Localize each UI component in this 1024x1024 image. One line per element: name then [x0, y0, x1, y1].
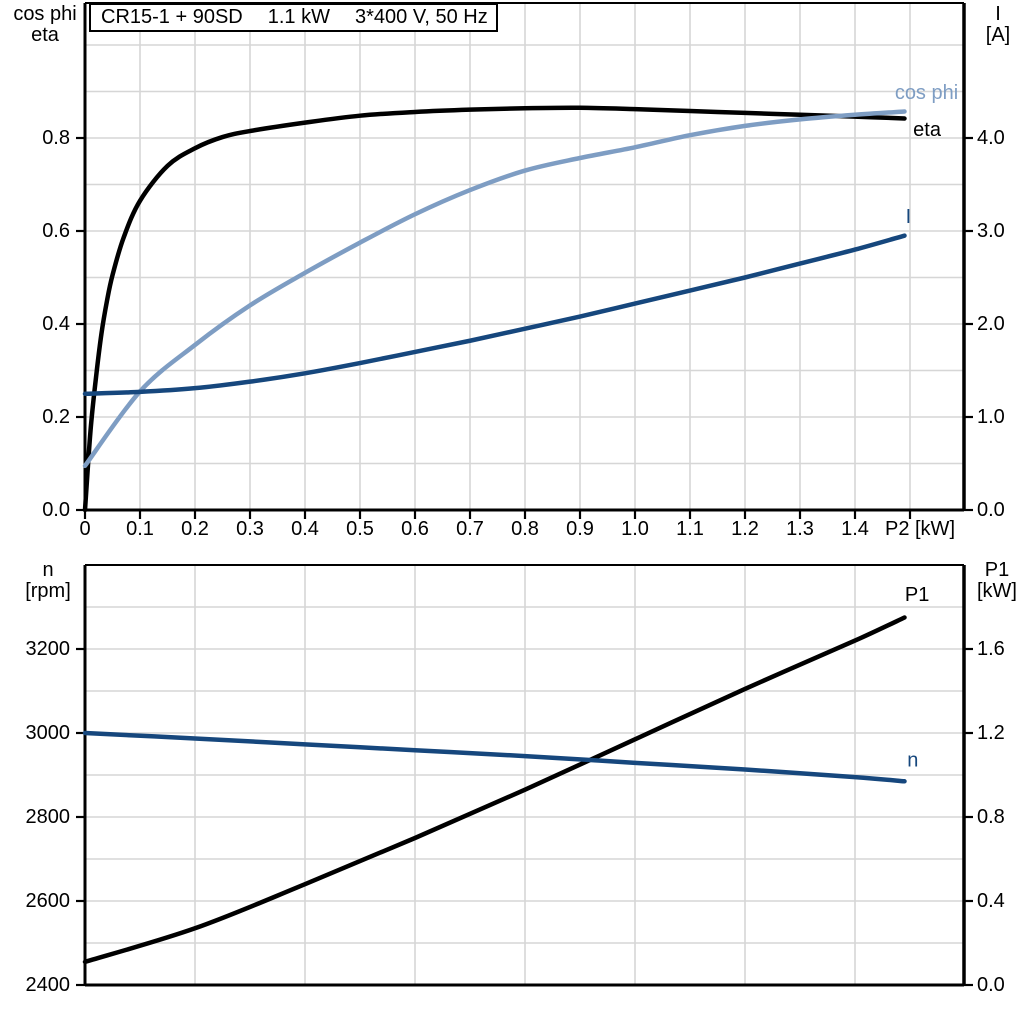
x-axis-tick-label: 1.1 [676, 518, 704, 540]
speed-and-input-power-curves-group: 2400 2600 2800 3000 3200 0.0 0.4 0.8 1.2 1.6 P1 n [26, 564, 1005, 996]
right-axis-tick-label: 1.6 [977, 638, 1005, 660]
right-axis-tick-label: 1.0 [977, 406, 1005, 428]
eta-curve-label: eta [913, 119, 942, 141]
top-right-axis-header: I [A] [974, 4, 1022, 46]
pump-model-title: CR15-1 + 90SD [101, 6, 243, 28]
chart-title-box: CR15-1 + 90SD 1.1 kW 3*400 V, 50 Hz [89, 3, 498, 32]
motor-electrical-curves-group: 0.0 0.2 0.4 0.6 0.8 0.0 1.0 2.0 3.0 4.0 0 0.1 0.2 0.3… [42, 2, 1005, 540]
speed-axis-label: n [42, 559, 54, 581]
x-axis-tick-label: 0.1 [126, 518, 154, 540]
current-axis-label: I [995, 3, 1001, 25]
left-axis-tick-label: 2800 [26, 806, 71, 828]
right-axis-tick-label: 0.4 [977, 890, 1005, 912]
x-axis-tick-label: 1.4 [841, 518, 869, 540]
left-axis-tick-label: 0.8 [42, 127, 70, 149]
current-unit-label: [A] [985, 24, 1011, 46]
x-axis-unit-label: P2 [kW] [885, 518, 955, 540]
motor-power-title: 1.1 kW [267, 6, 330, 28]
eta-axis-label: eta [31, 24, 59, 46]
x-axis-tick-label: 0.5 [346, 518, 374, 540]
p1-curve [82, 615, 907, 965]
cos-phi-axis-label: cos phi [13, 3, 77, 25]
current-curve-label: I [906, 206, 912, 228]
left-axis-tick-label: 3200 [26, 638, 71, 660]
left-axis-tick-label: 2600 [26, 890, 71, 912]
x-axis-tick-label: 0.2 [181, 518, 209, 540]
x-axis-tick-label: 1.0 [621, 518, 649, 540]
right-axis-tick-label: 2.0 [977, 313, 1005, 335]
x-axis-tick-label: 1.2 [731, 518, 759, 540]
left-axis-tick-label: 2400 [26, 974, 71, 996]
cos_phi-curve [82, 109, 907, 469]
left-axis-tick-label: 0.4 [42, 313, 70, 335]
cos_phi-curve-label: cos phi [895, 82, 958, 104]
n-curve [82, 730, 907, 784]
supply-voltage-title: 3*400 V, 50 Hz [355, 6, 488, 28]
current-curve [82, 233, 907, 396]
x-axis-tick-label: 0.6 [401, 518, 429, 540]
left-axis-tick-label: 0.2 [42, 406, 70, 428]
right-axis-tick-label: 3.0 [977, 220, 1005, 242]
left-axis-tick-label: 0.6 [42, 220, 70, 242]
bottom-right-axis-header: P1 [kW] [970, 560, 1024, 602]
right-axis-tick-label: 0.0 [977, 974, 1005, 996]
n-curve-label: n [907, 749, 918, 771]
right-axis-tick-label: 0.8 [977, 806, 1005, 828]
top-left-axis-header: cos phi eta [6, 4, 84, 46]
right-axis-tick-label: 0.0 [977, 499, 1005, 521]
right-axis-tick-label: 1.2 [977, 722, 1005, 744]
p1-unit-label: [kW] [977, 580, 1017, 602]
x-axis-tick-label: 0.9 [566, 518, 594, 540]
eta-curve [82, 105, 907, 513]
right-axis-tick-label: 4.0 [977, 127, 1005, 149]
x-axis-tick-label: 0.7 [456, 518, 484, 540]
bottom-left-axis-header: n [rpm] [12, 560, 84, 602]
x-axis-tick-label: 0.3 [236, 518, 264, 540]
left-axis-tick-label: 0.0 [42, 499, 70, 521]
x-axis-tick-label: 0 [79, 518, 90, 540]
x-axis-tick-label: 0.8 [511, 518, 539, 540]
x-axis-tick-label: 1.3 [786, 518, 814, 540]
p1-curve-label: P1 [905, 584, 929, 606]
p1-axis-label: P1 [984, 559, 1010, 581]
x-axis-tick-label: 0.4 [291, 518, 319, 540]
speed-unit-label: [rpm] [25, 580, 71, 602]
left-axis-tick-label: 3000 [26, 722, 71, 744]
